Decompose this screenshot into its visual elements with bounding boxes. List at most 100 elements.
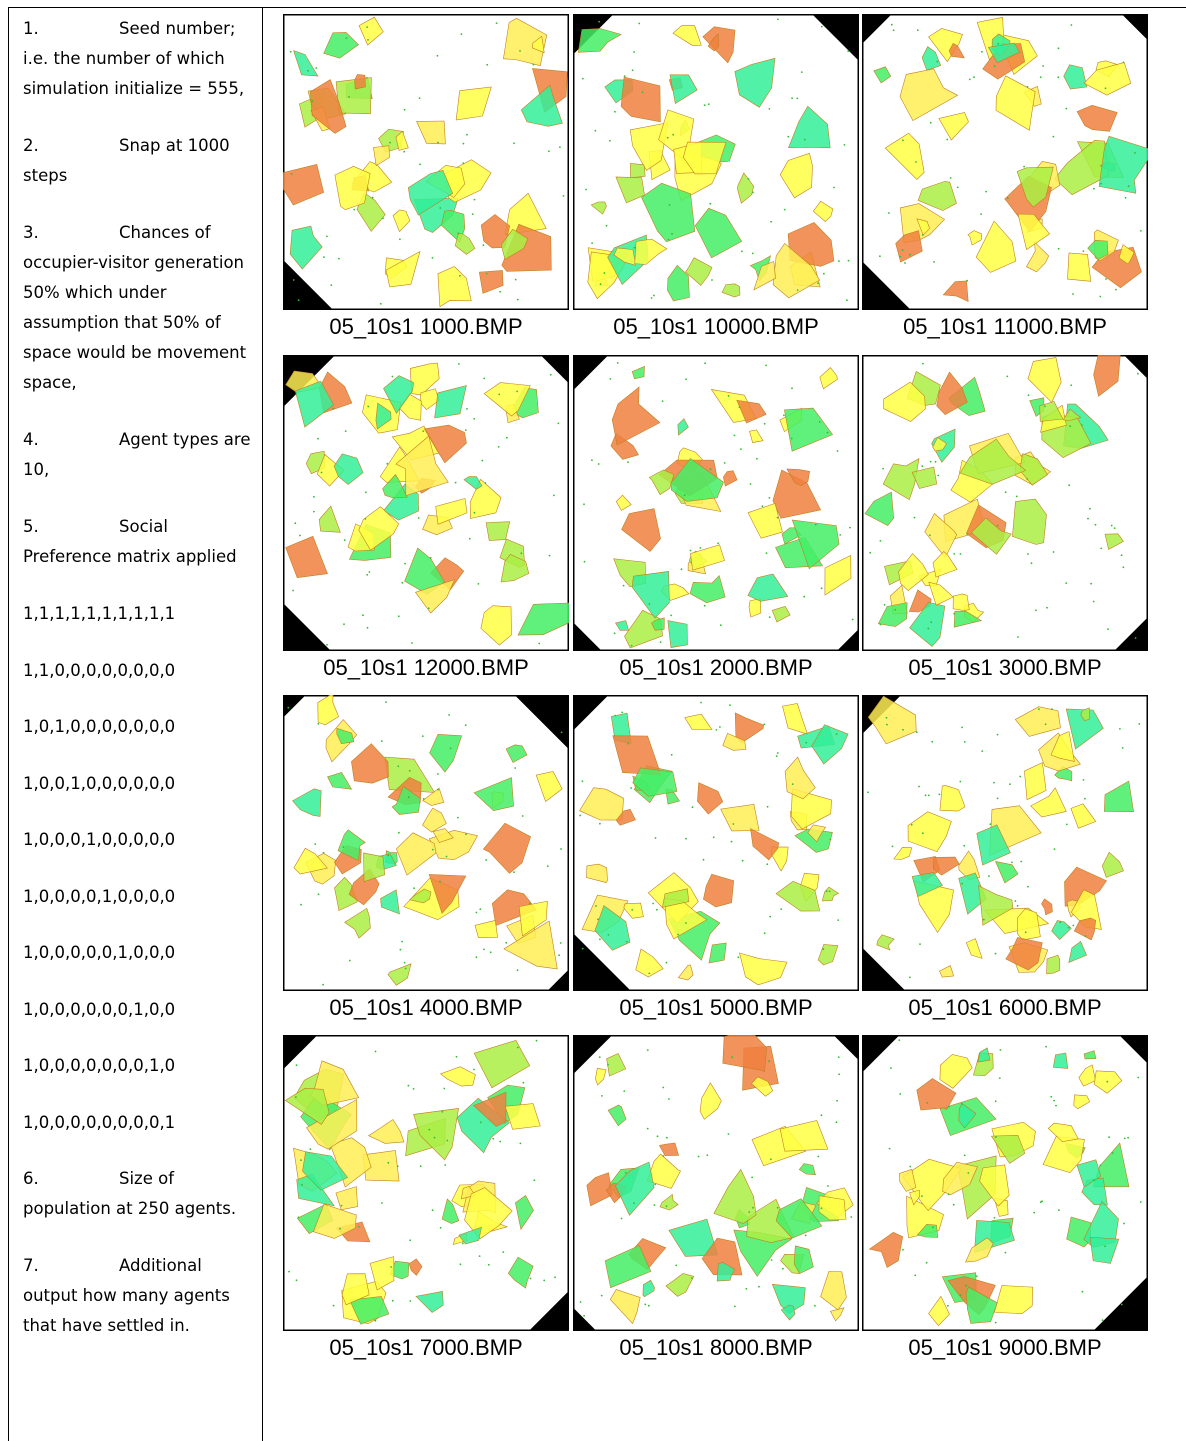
agent-dot <box>922 363 924 365</box>
agent-dot <box>804 139 806 141</box>
agent-dot <box>685 922 687 924</box>
agent-dot <box>1119 728 1121 730</box>
agent-dot <box>950 177 952 179</box>
agent-dot <box>826 890 828 892</box>
agent-dot <box>1106 1081 1108 1083</box>
agent-dot <box>392 376 394 378</box>
agent-dot <box>553 495 555 497</box>
agent-dot <box>985 191 987 193</box>
agent-dot <box>654 1184 656 1186</box>
agent-dot <box>295 1096 297 1098</box>
agent-dot <box>719 726 721 728</box>
agent-dot <box>830 839 832 841</box>
agent-dot <box>1017 905 1019 907</box>
agent-dot <box>341 1205 343 1207</box>
agent-dot <box>711 279 713 281</box>
agent-dot <box>988 875 990 877</box>
agent-dot <box>598 21 600 23</box>
agent-dot <box>994 1217 996 1219</box>
agent-dot <box>591 242 593 244</box>
agent-dot <box>300 1159 302 1161</box>
agent-dot <box>428 607 430 609</box>
agent-dot <box>365 518 367 520</box>
agent-dot <box>409 1239 411 1241</box>
agent-dot <box>764 724 766 726</box>
agent-dot <box>317 723 319 725</box>
agent-dot <box>904 262 906 264</box>
agent-dot <box>419 97 421 99</box>
simulation-snapshot <box>283 1035 569 1331</box>
agent-dot <box>838 260 840 262</box>
agent-dot <box>533 64 535 66</box>
agent-dot <box>716 729 718 731</box>
item-number: 3. <box>23 218 119 248</box>
agent-dot <box>822 948 824 950</box>
agent-dot <box>513 142 515 144</box>
item-number: 4. <box>23 425 119 455</box>
agent-dot <box>550 374 552 376</box>
agent-dot <box>479 908 481 910</box>
matrix-row: 1,0,0,0,0,0,0,0,1,0 <box>23 1051 252 1081</box>
agent-dot <box>652 903 654 905</box>
agent-dot <box>994 65 996 67</box>
agent-dot <box>894 609 896 611</box>
agent-dot <box>496 22 498 24</box>
agent-dot <box>681 568 683 570</box>
agent-dot <box>1005 491 1007 493</box>
agent-dot <box>690 550 692 552</box>
agent-dot <box>455 482 457 484</box>
agent-dot <box>1100 548 1102 550</box>
agent-dot <box>734 1306 736 1308</box>
agent-dot <box>287 707 289 709</box>
agent-dot <box>766 552 768 554</box>
agent-dot <box>780 908 782 910</box>
simulation-snapshot <box>862 14 1148 310</box>
agent-dot <box>446 1140 448 1142</box>
agent-dot <box>1108 1136 1110 1138</box>
agent-dot <box>847 50 849 52</box>
agent-dot <box>1045 723 1047 725</box>
agent-dot <box>1089 508 1091 510</box>
agent-dot <box>995 1322 997 1324</box>
agent-dot <box>805 742 807 744</box>
agent-dot <box>409 1300 411 1302</box>
matrix-row: 1,0,0,0,0,0,1,0,0,0 <box>23 938 252 968</box>
item-number: 5. <box>23 512 119 542</box>
agent-dot <box>817 282 819 284</box>
agent-dot <box>999 1077 1001 1079</box>
agent-territory <box>1047 955 1060 974</box>
agent-dot <box>398 615 400 617</box>
agent-dot <box>288 1271 290 1273</box>
agent-dot <box>791 97 793 99</box>
agent-dot <box>902 729 904 731</box>
agent-dot <box>1090 583 1092 585</box>
agent-dot <box>1053 1100 1055 1102</box>
agent-dot <box>343 846 345 848</box>
agent-dot <box>675 1265 677 1267</box>
agent-dot <box>580 1301 582 1303</box>
agent-dot <box>457 232 459 234</box>
agent-dot <box>390 1266 392 1268</box>
agent-dot <box>990 823 992 825</box>
agent-dot <box>916 731 918 733</box>
agent-dot <box>914 517 916 519</box>
agent-dot <box>803 596 805 598</box>
snapshot-caption: 05_10s1 11000.BMP <box>860 314 1150 340</box>
agent-dot <box>928 795 930 797</box>
agent-dot <box>651 297 653 299</box>
agent-dot <box>409 770 411 772</box>
agent-dot <box>915 161 917 163</box>
agent-dot <box>1042 65 1044 67</box>
agent-dot <box>631 645 633 647</box>
agent-dot <box>1019 776 1021 778</box>
list-item: 2.Snap at 1000 steps <box>23 131 252 191</box>
agent-dot <box>937 475 939 477</box>
agent-dot <box>367 627 369 629</box>
agent-dot <box>607 1064 609 1066</box>
agent-dot <box>462 1242 464 1244</box>
agent-dot <box>318 893 320 895</box>
agent-dot <box>554 1276 556 1278</box>
agent-dot <box>752 192 754 194</box>
agent-dot <box>728 1133 730 1135</box>
agent-dot <box>380 303 382 305</box>
